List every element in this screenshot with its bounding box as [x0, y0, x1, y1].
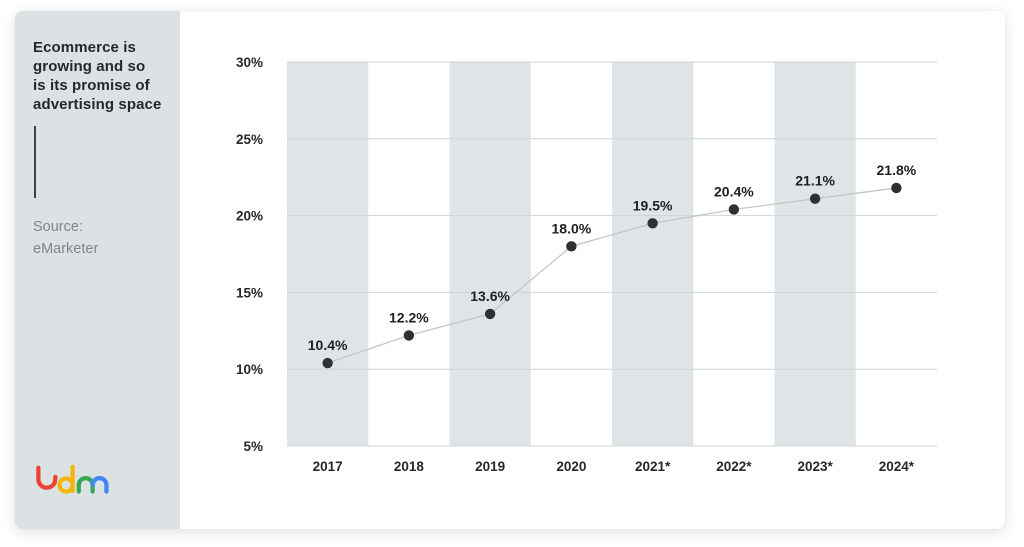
column-band: [774, 62, 856, 446]
y-axis-label: 5%: [243, 439, 263, 454]
sidebar: Ecommerce is growing and so is its promi…: [15, 11, 180, 529]
y-axis-label: 25%: [236, 132, 263, 147]
y-axis-label: 20%: [236, 209, 263, 224]
x-axis-label: 2018: [394, 459, 425, 474]
slide-card: Ecommerce is growing and so is its promi…: [15, 11, 1005, 529]
data-point: [322, 357, 333, 369]
x-axis-label: 2021*: [635, 459, 671, 474]
data-label: 12.2%: [389, 309, 429, 325]
x-axis-label: 2024*: [879, 459, 915, 474]
logo-letter-m-right: [90, 475, 109, 494]
trend-line: [327, 187, 897, 364]
data-label: 20.4%: [714, 183, 754, 199]
data-point: [484, 308, 496, 320]
x-axis-label: 2020: [556, 459, 586, 474]
data-label: 18.0%: [552, 220, 592, 236]
y-axis-label: 30%: [236, 55, 263, 70]
x-axis-label: 2022*: [716, 459, 752, 474]
data-label: 13.6%: [470, 288, 510, 304]
y-axis-label: 10%: [236, 362, 263, 377]
data-point: [728, 204, 740, 215]
divider-line: [34, 126, 36, 198]
data-label: 21.1%: [795, 173, 835, 189]
column-band: [612, 62, 694, 446]
data-point: [403, 330, 415, 341]
line-chart: 30% 25% 20% 15% 10% 5% 10.4% 2017 12.2% 2018 13.6%…: [236, 55, 937, 474]
column-band: [449, 62, 531, 446]
y-axis-label: 15%: [236, 285, 263, 300]
ldm-logo-icon: [36, 464, 109, 494]
chart-area: 30% 25% 20% 15% 10% 5% 10.4% 2017 12.2% 2018 13.6%…: [180, 11, 1005, 529]
data-point: [647, 218, 658, 229]
data-label: 19.5%: [633, 197, 673, 213]
data-point: [891, 182, 902, 194]
x-axis-label: 2017: [313, 459, 343, 474]
data-label: 21.8%: [877, 162, 917, 178]
data-point: [566, 241, 577, 252]
source-text: Source: eMarketer: [33, 219, 99, 257]
data-point: [809, 193, 821, 204]
x-axis-label: 2023*: [797, 459, 833, 474]
data-label: 10.4%: [308, 337, 348, 353]
x-axis-label: 2019: [475, 459, 505, 474]
column-band: [287, 62, 369, 446]
logo-letter-l: [36, 465, 58, 490]
sidebar-spacer: [33, 260, 164, 461]
chart-title: Ecommerce is growing and so is its promi…: [33, 39, 162, 113]
